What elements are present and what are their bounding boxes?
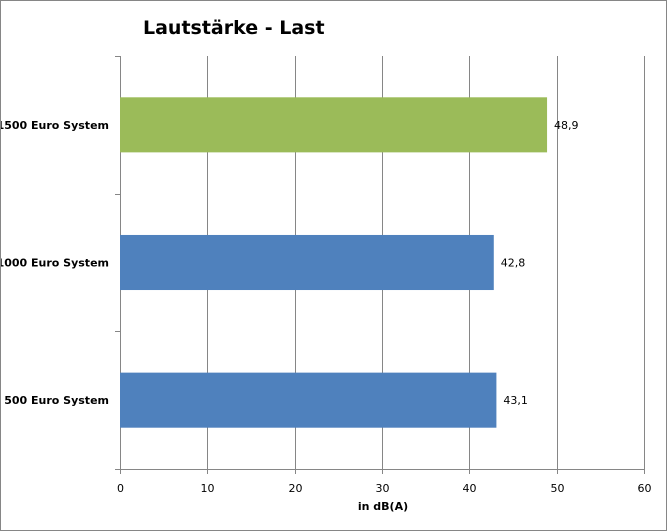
data-label: 42,8 [501, 257, 525, 270]
data-label: 43,1 [503, 394, 528, 407]
category-label: 1500 Euro System [1, 119, 109, 132]
x-tick-label: 40 [463, 482, 477, 495]
x-tick-label: 50 [551, 482, 565, 495]
x-tick-label: 20 [289, 482, 303, 495]
x-tick-label: 10 [201, 482, 215, 495]
bar [120, 97, 548, 153]
labels: 0 10 20 30 40 50 60 1500 Euro System 48,9 1000 Eu… [1, 119, 652, 495]
chart-title: Lautstärke - Last [143, 17, 325, 39]
x-tick-label: 0 [117, 482, 124, 495]
bars [120, 97, 548, 428]
category-label: 1000 Euro System [1, 257, 109, 270]
category-label: 500 Euro System [4, 394, 109, 407]
x-tick-label: 30 [376, 482, 390, 495]
x-axis-title: in dB(A) [358, 500, 408, 513]
bar [120, 372, 497, 428]
bar [120, 234, 494, 291]
x-tick-label: 60 [638, 482, 652, 495]
data-label: 48,9 [554, 119, 579, 132]
